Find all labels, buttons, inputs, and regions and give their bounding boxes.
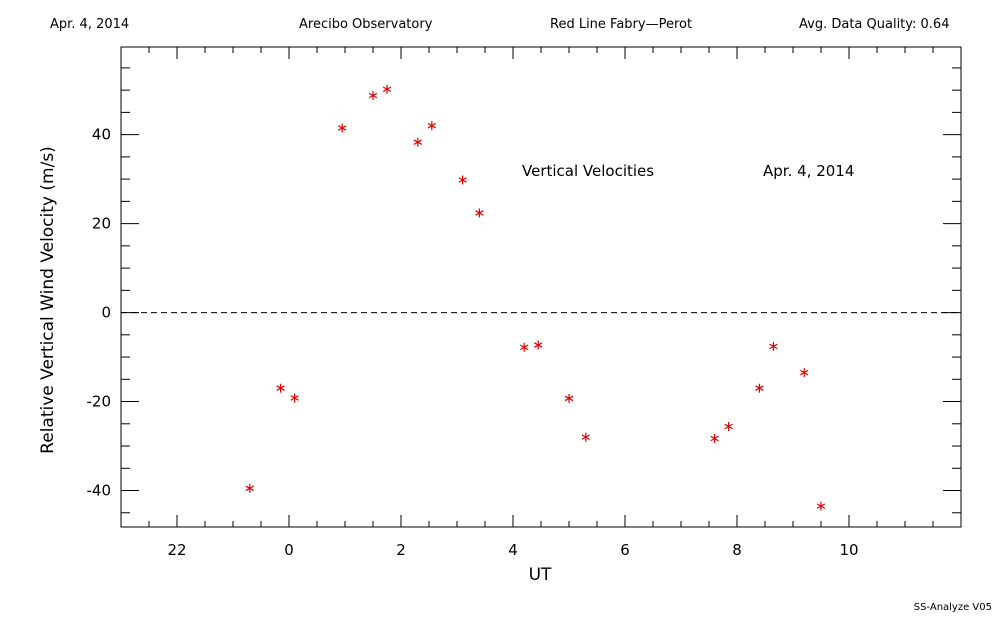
data-point (413, 137, 422, 147)
data-point (276, 383, 285, 393)
x-tick-label: 22 (167, 541, 186, 559)
data-point (800, 368, 809, 378)
x-tick-label: 2 (396, 541, 406, 559)
y-axis-title: Relative Vertical Wind Velocity (m/s) (38, 146, 58, 454)
y-tick-label: -40 (87, 482, 112, 500)
header-observatory: Arecibo Observatory (299, 17, 433, 32)
x-tick-label: 0 (284, 541, 294, 559)
y-tick-label: 40 (92, 126, 111, 144)
data-point (564, 393, 574, 403)
data-point (710, 433, 719, 443)
y-tick-label: -20 (87, 393, 112, 411)
header-date: Apr. 4, 2014 (50, 17, 130, 32)
y-tick-label: 20 (92, 215, 111, 233)
annotation-title: Vertical Velocities (522, 162, 654, 180)
plot-frame (120, 46, 962, 528)
data-point (724, 421, 733, 431)
data-point (427, 121, 436, 131)
x-axis-title: UT (529, 565, 552, 585)
data-point (755, 383, 764, 393)
data-point (816, 501, 826, 511)
data-point (534, 340, 543, 350)
header-data-quality: Avg. Data Quality: 0.64 (799, 17, 950, 32)
data-point (475, 208, 484, 218)
footer-version: SS-Analyze V05 (913, 602, 992, 613)
data-point (368, 90, 378, 100)
data-point (245, 483, 254, 493)
annotation-date: Apr. 4, 2014 (763, 162, 854, 180)
data-point (520, 342, 529, 352)
x-tick-label: 6 (620, 541, 630, 559)
data-point (581, 432, 590, 442)
data-point (290, 393, 299, 403)
header-instrument: Red Line Fabry—Perot (550, 17, 693, 32)
data-points (245, 84, 826, 511)
axes: 22 0 2 4 6 8 10 -40 -20 0 20 40 (87, 46, 962, 559)
data-point (769, 341, 778, 351)
x-tick-label: 4 (508, 541, 518, 559)
data-point (458, 175, 467, 185)
data-point (382, 84, 392, 94)
y-tick-label: 0 (101, 304, 111, 322)
x-tick-label: 8 (732, 541, 742, 559)
x-tick-label: 10 (839, 541, 858, 559)
data-point (338, 123, 347, 133)
